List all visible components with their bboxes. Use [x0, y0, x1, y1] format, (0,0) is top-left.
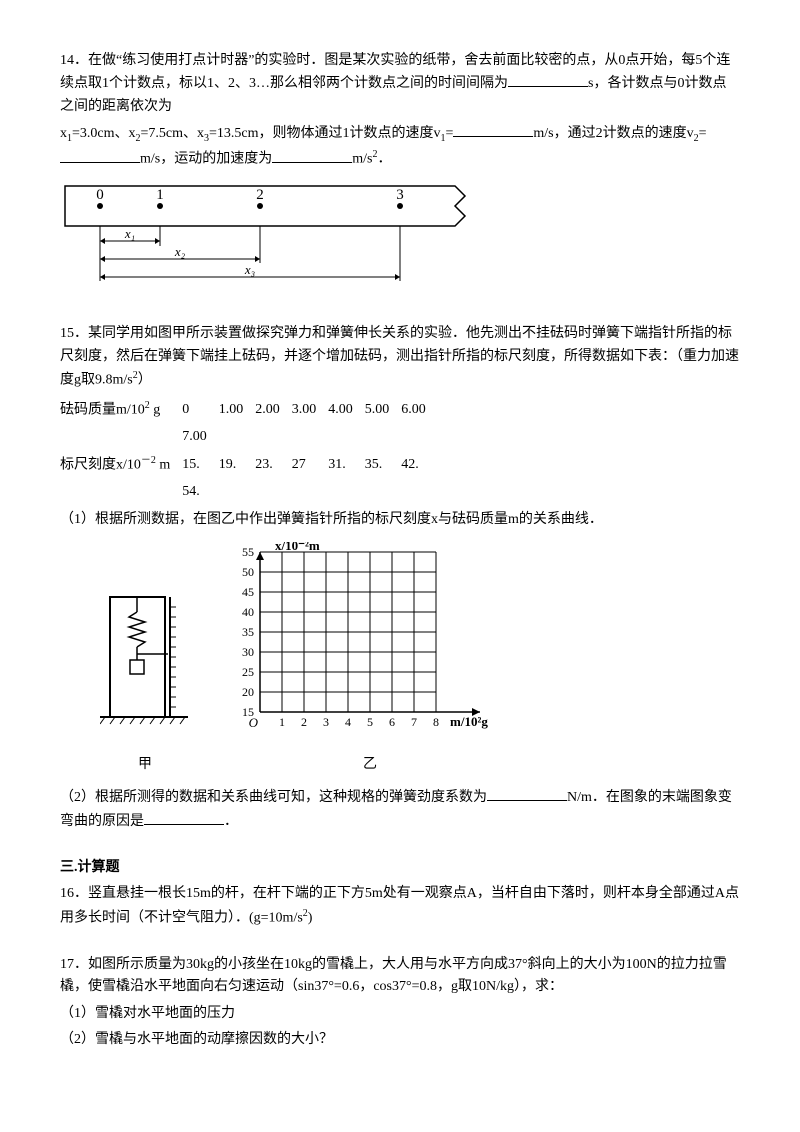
svg-text:O: O [249, 715, 259, 730]
graph-grid: 15 20 25 30 35 40 45 50 55 1 2 3 4 5 6 7… [220, 542, 520, 742]
svg-text:m/10²g: m/10²g [450, 714, 488, 729]
blank-time[interactable] [508, 72, 588, 87]
q14-text2: x1=3.0cm、x2=7.5cm、x3=13.5cm，则物体通过1计数点的速度… [60, 122, 740, 171]
svg-text:8: 8 [433, 715, 439, 729]
svg-text:25: 25 [242, 665, 254, 679]
blank-v2[interactable] [60, 148, 140, 163]
figures: 甲 15 20 25 [60, 542, 740, 777]
q17-p1: （1）雪橇对水平地面的压力 [60, 1003, 740, 1025]
blank-a[interactable] [272, 148, 352, 163]
svg-text:6: 6 [389, 715, 395, 729]
q15-part2: （2）根据所测得的数据和关系曲线可知，这种规格的弹簧劲度系数为N/m．在图象的末… [60, 786, 740, 833]
svg-text:1: 1 [279, 715, 285, 729]
q14-text: 14．在做“练习使用打点计时器”的实验时．图是某次实验的纸带，舍去前面比较密的点… [60, 50, 740, 118]
blank-v1[interactable] [453, 122, 533, 137]
q17-p2: （2）雪橇与水平地面的动摩擦因数的大小？ [60, 1029, 740, 1051]
svg-text:x/10⁻²m: x/10⁻²m [275, 542, 320, 553]
q17: 17．如图所示质量为30kg的小孩坐在10kg的雪橇上，大人用与水平方向成37°… [60, 954, 740, 999]
svg-text:2: 2 [301, 715, 307, 729]
svg-text:2: 2 [256, 187, 264, 203]
table-row: 砝码质量m/102 g 0 1.00 2.00 3.00 4.00 5.00 6… [60, 396, 438, 424]
svg-text:4: 4 [345, 715, 351, 729]
svg-text:x₂: x₂ [174, 244, 186, 259]
fig-b-label: 乙 [220, 754, 520, 776]
svg-text:35: 35 [242, 625, 254, 639]
svg-text:55: 55 [242, 545, 254, 559]
table-row: 54. [60, 479, 438, 505]
svg-text:40: 40 [242, 605, 254, 619]
svg-text:5: 5 [367, 715, 373, 729]
fig-a-label: 甲 [100, 754, 190, 776]
q14-num: 14． [60, 53, 88, 68]
blank-reason[interactable] [144, 810, 224, 825]
svg-text:0: 0 [96, 187, 104, 203]
svg-text:20: 20 [242, 685, 254, 699]
q17-num: 17． [60, 957, 88, 972]
svg-text:3: 3 [396, 187, 404, 203]
table-row: 标尺刻度x/10－2 m 15. 19. 23. 27 31. 35. 42. [60, 451, 438, 479]
tape-figure: 0 1 2 3 x₁ x₂ x₃ [60, 181, 740, 299]
q16-num: 16． [60, 886, 88, 901]
svg-text:45: 45 [242, 585, 254, 599]
svg-text:x₁: x₁ [124, 226, 135, 241]
svg-text:7: 7 [411, 715, 417, 729]
q16: 16．竖直悬挂一根长15m的杆，在杆下端的正下方5m处有一观察点A，当杆自由下落… [60, 883, 740, 929]
svg-text:50: 50 [242, 565, 254, 579]
q15-intro: 15．某同学用如图甲所示装置做探究弹力和弹簧伸长关系的实验．他先测出不挂砝码时弹… [60, 323, 740, 392]
svg-text:1: 1 [156, 187, 164, 203]
q15-num: 15． [60, 326, 88, 341]
blank-k[interactable] [487, 786, 567, 801]
table-row: 7.00 [60, 424, 438, 450]
data-table: 砝码质量m/102 g 0 1.00 2.00 3.00 4.00 5.00 6… [60, 396, 438, 505]
section3-title: 三.计算题 [60, 857, 740, 879]
q15-part1: （1）根据所测数据，在图乙中作出弹簧指针所指的标尺刻度x与砝码质量m的关系曲线． [60, 509, 740, 531]
svg-text:3: 3 [323, 715, 329, 729]
svg-text:x₃: x₃ [244, 262, 255, 277]
spring-apparatus [100, 592, 190, 742]
svg-text:30: 30 [242, 645, 254, 659]
